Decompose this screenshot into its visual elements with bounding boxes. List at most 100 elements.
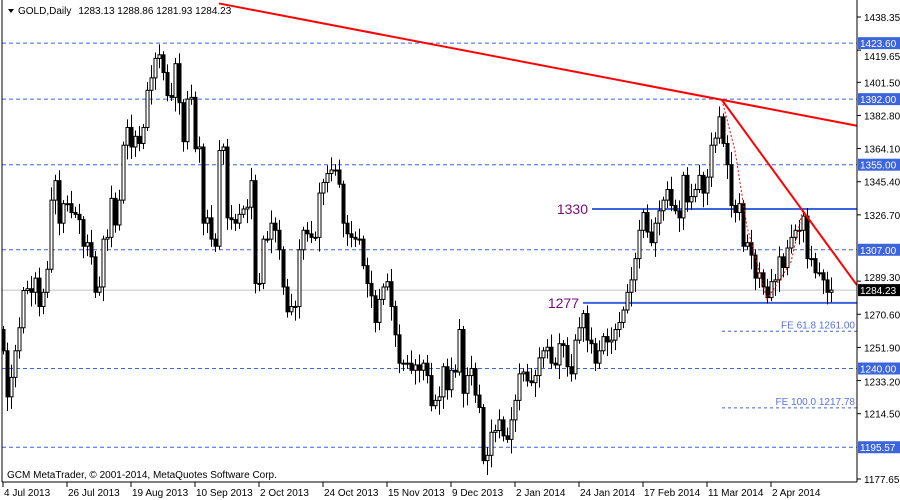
- candle: [713, 132, 718, 154]
- trendlines[interactable]: [218, 2, 858, 301]
- level-price-label: 1195.57: [860, 443, 896, 454]
- candle-body: [121, 144, 126, 201]
- candle: [701, 171, 706, 208]
- symbol-title: GOLD,Daily: [18, 6, 71, 17]
- candle-body: [705, 176, 710, 194]
- candle-body: [785, 247, 790, 268]
- candle: [109, 185, 114, 248]
- candle-body: [421, 362, 426, 371]
- candle: [349, 221, 354, 248]
- candle: [169, 82, 174, 101]
- candle-body: [317, 192, 322, 238]
- candle: [541, 347, 546, 368]
- candle-body: [609, 339, 614, 343]
- candle: [429, 362, 434, 412]
- copyright-text: GCM MetaTrader, © 2001-2014, MetaQuotes …: [7, 470, 277, 481]
- candle-body: [101, 238, 106, 288]
- candle: [493, 424, 498, 443]
- candle: [433, 394, 438, 410]
- candle-body: [341, 183, 346, 224]
- candle-body: [777, 256, 782, 281]
- candle: [629, 267, 634, 307]
- candle: [273, 217, 278, 243]
- candle-body: [137, 135, 142, 144]
- candle: [657, 200, 662, 236]
- candle-body: [633, 258, 638, 281]
- candle: [381, 283, 386, 306]
- level-price-label: 1423.60: [860, 39, 897, 50]
- time-tick-label: 26 Jul 2013: [68, 488, 120, 499]
- candle: [589, 327, 594, 354]
- candle: [677, 200, 682, 233]
- time-tick-label: 15 Nov 2013: [388, 488, 445, 499]
- time-tick-label: 2 Apr 2014: [772, 488, 821, 499]
- candle-body: [677, 210, 682, 219]
- candle: [45, 261, 50, 298]
- candle-body: [333, 169, 338, 172]
- candle: [513, 394, 518, 432]
- candle: [577, 317, 582, 344]
- candle-body: [353, 236, 358, 240]
- candle-body: [193, 96, 198, 150]
- candle-body: [17, 327, 22, 352]
- candle-body: [501, 419, 506, 437]
- trendline[interactable]: [721, 99, 858, 286]
- candle-body: [389, 281, 394, 307]
- candle: [405, 355, 410, 369]
- candle: [193, 91, 198, 153]
- level-price-label: 1355.00: [860, 161, 897, 172]
- candle-body: [721, 116, 726, 144]
- candle-body: [117, 199, 122, 226]
- candle: [361, 235, 366, 270]
- candle-body: [717, 116, 722, 139]
- candle-body: [457, 329, 462, 373]
- candle-body: [37, 277, 42, 307]
- candle: [609, 327, 614, 354]
- candle-body: [237, 213, 242, 224]
- candle-body: [809, 258, 814, 261]
- candle: [129, 114, 134, 160]
- candle: [53, 174, 58, 215]
- price-tick-label: 1233.20: [864, 377, 900, 388]
- candle-body: [513, 399, 518, 421]
- candle-body: [725, 142, 730, 166]
- candle: [205, 209, 210, 234]
- candle-body: [217, 150, 222, 247]
- candle-body: [53, 180, 58, 201]
- candle: [177, 53, 182, 115]
- candle: [93, 251, 98, 298]
- candle-body: [637, 229, 642, 260]
- candle: [549, 334, 554, 369]
- candle-body: [49, 199, 54, 270]
- dropdown-triangle-icon[interactable]: [8, 9, 14, 13]
- candle-body: [617, 321, 622, 331]
- candle-body: [33, 277, 38, 293]
- candle: [777, 246, 782, 292]
- candle: [509, 407, 514, 454]
- candle: [261, 235, 266, 290]
- dotted-trendline[interactable]: [721, 99, 804, 301]
- candle: [733, 199, 738, 223]
- candle: [293, 300, 298, 321]
- candle-body: [453, 369, 458, 373]
- candle: [769, 268, 774, 302]
- candle: [57, 170, 62, 236]
- level-price-badge: [858, 441, 900, 454]
- candle-body: [157, 54, 162, 59]
- candle-body: [793, 229, 798, 238]
- candle: [85, 234, 90, 257]
- time-tick-label: 2 Oct 2013: [260, 488, 309, 499]
- candle: [341, 180, 346, 238]
- candle-body: [821, 272, 826, 281]
- trendline[interactable]: [218, 2, 858, 127]
- price-tick-label: 1177.65: [864, 475, 900, 486]
- candle-body: [129, 126, 134, 148]
- candle-body: [529, 380, 534, 384]
- candle-body: [269, 222, 274, 240]
- candle-body: [201, 146, 206, 224]
- candle-body: [161, 54, 166, 74]
- candle-body: [805, 215, 810, 260]
- candle-body: [577, 327, 582, 341]
- fe-level-label: FE 61.8 1261.00: [781, 320, 855, 331]
